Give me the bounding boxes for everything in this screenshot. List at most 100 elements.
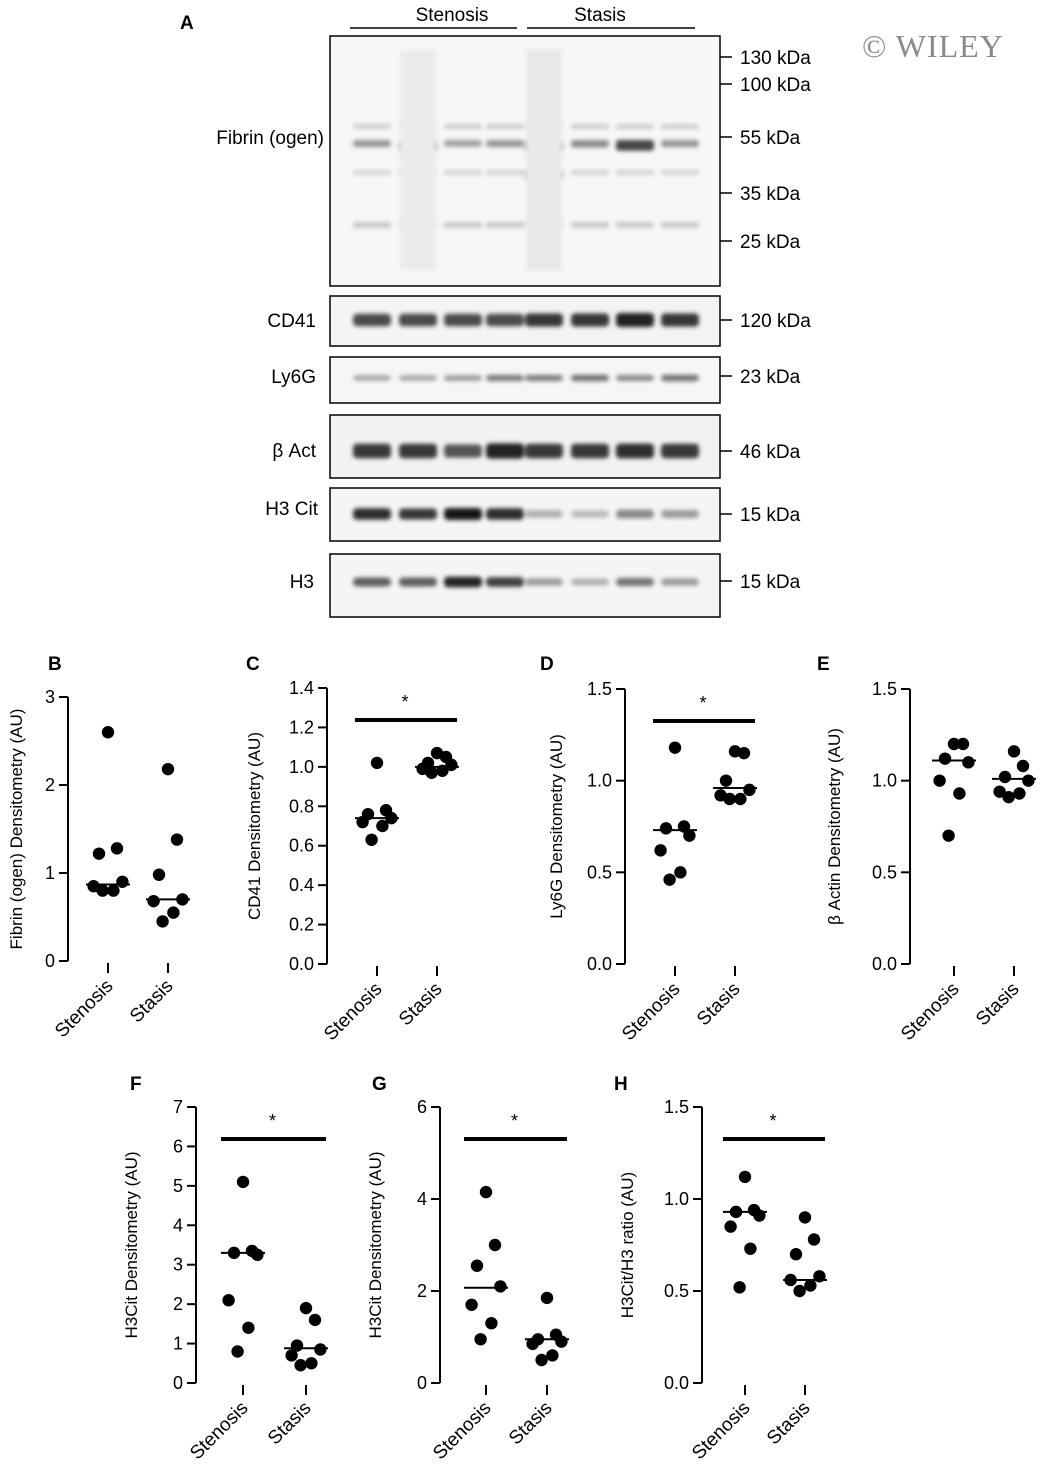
data-point <box>789 1248 803 1261</box>
data-point <box>738 1170 752 1184</box>
x-category-label: Stenosis <box>186 1398 252 1464</box>
blot-band <box>616 443 654 459</box>
y-axis-title: H3Cit/H3 ratio (AU) <box>618 1172 637 1318</box>
data-point <box>947 737 961 751</box>
y-tick-label: 1.4 <box>289 678 314 698</box>
y-tick-label: 5 <box>173 1176 183 1196</box>
y-tick-label: 0.0 <box>664 1373 689 1393</box>
data-point <box>724 1220 737 1233</box>
fibrin-band-lower <box>353 222 391 228</box>
x-category-label: Stasis <box>505 1398 556 1449</box>
y-tick-label: 1.5 <box>587 679 612 699</box>
blot-band <box>616 312 654 328</box>
y-axis-title: H3Cit Densitometry (AU) <box>366 1151 385 1338</box>
data-point <box>938 752 952 765</box>
x-category-label: Stasis <box>693 979 744 1030</box>
cd41-bands <box>353 312 699 328</box>
y-tick-label: 4 <box>173 1215 183 1235</box>
x-category-label: Stasis <box>264 1398 315 1449</box>
data-point <box>474 1333 487 1346</box>
y-tick-label: 0.4 <box>289 875 314 895</box>
data-point <box>744 1242 757 1255</box>
fibrin-band-upper <box>571 124 609 129</box>
blot-band <box>399 443 437 459</box>
data-point <box>170 833 184 846</box>
y-tick-label: 2 <box>417 1281 427 1301</box>
data-point <box>663 873 676 886</box>
fibrin-band-mid <box>571 170 609 175</box>
data-point <box>294 1359 307 1372</box>
y-axis-title: Fibrin (ogen) Densitometry (AU) <box>7 709 26 950</box>
blot-band <box>486 374 524 382</box>
blot-frame-fibrin <box>329 35 721 287</box>
data-point <box>1007 745 1021 758</box>
blot-band <box>486 508 524 520</box>
strip-label-ly6g: Ly6G <box>271 367 316 388</box>
y-tick-label: 6 <box>173 1136 183 1156</box>
blot-band <box>444 375 482 381</box>
data-point <box>737 746 751 760</box>
y-tick-label: 1 <box>45 863 55 883</box>
y-tick-label: 0 <box>417 1373 427 1393</box>
blot-band <box>525 578 563 586</box>
blot-band <box>353 443 391 459</box>
marker-label-46: 46 kDa <box>740 442 801 463</box>
h3-bands <box>353 576 699 588</box>
y-tick-label: 2 <box>173 1294 183 1314</box>
blot-frame-h3 <box>329 553 721 618</box>
blot-band <box>444 444 482 458</box>
data-point <box>101 726 115 739</box>
fibrin-band-lower <box>444 222 482 228</box>
data-point <box>933 774 946 787</box>
h3cit-bands <box>353 508 699 520</box>
blot-strip-bact: β Act 46 kDa <box>272 414 801 479</box>
data-point <box>365 833 378 846</box>
blot-band <box>486 443 524 459</box>
y-tick-label: 3 <box>173 1255 183 1275</box>
data-point <box>723 792 736 806</box>
data-point <box>956 737 970 751</box>
data-point <box>1002 790 1015 804</box>
scatter-panel-c: C 0.0 0.2 0.4 0.6 0.8 1.0 1.2 1.4 Stenosis Stasis C… <box>245 654 459 1045</box>
blot-strip-h3: H3 15 kDa <box>290 553 801 618</box>
fibrin-band-upper <box>616 124 654 129</box>
marker-label-15b: 15 kDa <box>740 572 801 593</box>
data-point <box>668 741 682 754</box>
data-point <box>488 1238 502 1252</box>
fibrin-band-lower <box>616 222 654 228</box>
significance-star: * <box>699 693 706 713</box>
data-point <box>953 787 966 800</box>
panel-letter-a: A <box>180 13 194 34</box>
data-point <box>370 756 384 770</box>
blot-band <box>661 443 699 459</box>
data-point <box>445 758 458 772</box>
blot-frame-bact <box>329 414 721 479</box>
fibrin-band-55 <box>486 140 524 148</box>
data-point <box>807 1233 821 1246</box>
y-tick-label: 0 <box>173 1373 183 1393</box>
ly6g-bands <box>353 374 699 382</box>
x-category-label: Stenosis <box>618 979 684 1045</box>
data-point <box>998 770 1012 784</box>
blot-band <box>399 375 437 381</box>
y-tick-label: 0.2 <box>289 915 314 935</box>
data-point <box>314 1343 327 1356</box>
y-tick-label: 0.5 <box>872 862 897 882</box>
fibrin-band-mid <box>661 170 699 175</box>
blot-band <box>571 443 609 459</box>
data-point <box>683 829 696 842</box>
data-point <box>470 1259 484 1272</box>
data-point <box>659 822 673 835</box>
x-category-label: Stenosis <box>897 979 963 1045</box>
blot-frame-h3cit <box>329 487 721 542</box>
marker-label-55: 55 kDa <box>740 128 801 149</box>
fibrin-band-lower <box>486 222 524 228</box>
scatter-panel-h: H 0.0 0.5 1.0 1.5 Stenosis Stasis H3Cit/H3 rati… <box>614 1074 827 1464</box>
data-point <box>1022 774 1035 787</box>
blot-band <box>353 375 391 381</box>
panel-letter-h: H <box>614 1074 628 1095</box>
blot-band <box>525 443 563 459</box>
blot-band <box>525 374 563 382</box>
fibrin-bands <box>353 50 699 270</box>
